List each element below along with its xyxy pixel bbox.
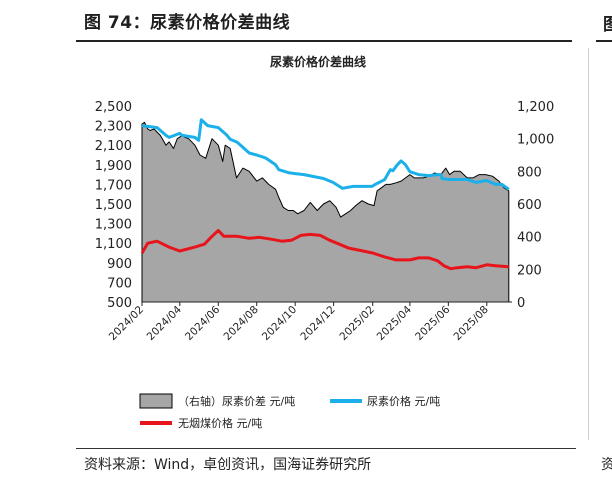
right-axis: 0 200 400 600 800 1,000 1,200: [517, 100, 554, 311]
chart-title: 尿素价格价差曲线: [270, 54, 366, 69]
adjacent-figure-rule: [596, 40, 612, 42]
left-tick-label: 900: [107, 257, 132, 272]
right-tick-label: 400: [517, 231, 542, 246]
right-tick-label: 1,200: [517, 100, 554, 115]
source-rule: [76, 448, 576, 449]
right-tick-label: 0: [517, 296, 525, 311]
right-tick-label: 600: [517, 198, 542, 213]
x-tick-label: 2025/06: [413, 303, 453, 343]
source-note: 资料来源：Wind，卓创资讯，国海证券研究所: [84, 457, 372, 473]
right-tick-label: 800: [517, 165, 542, 180]
x-tick-label: 2024/08: [222, 304, 261, 343]
left-tick-label: 1,500: [95, 198, 132, 213]
title-rule: [76, 40, 572, 42]
right-tick-label: 1,000: [517, 133, 554, 148]
left-tick-label: 1,100: [95, 237, 132, 252]
figure-title: 图 74：尿素价格价差曲线: [84, 13, 291, 33]
legend-label-spread: （右轴）尿素价差 元/吨: [178, 394, 295, 408]
x-tick-label: 2024/04: [145, 303, 185, 343]
left-axis: 500 700 900 1,100 1,300 1,500 1,700 1,900 2,100 2…: [95, 100, 132, 311]
legend-swatch-spread: [139, 393, 173, 409]
legend: （右轴）尿素价差 元/吨 尿素价格 元/吨 无烟煤价格 元/吨: [139, 393, 440, 430]
left-tick-label: 2,500: [95, 100, 132, 115]
x-tick-label: 2024/06: [183, 303, 223, 343]
x-tick-label: 2025/08: [452, 304, 491, 343]
legend-label-anthracite: 无烟煤价格 元/吨: [178, 416, 262, 430]
left-tick-label: 2,300: [95, 120, 132, 135]
urea-price-line: [141, 118, 510, 191]
left-tick-label: 500: [107, 296, 132, 311]
x-tick-label: 2024/10: [260, 304, 299, 343]
spread-area-series: [141, 121, 510, 303]
left-tick-label: 1,900: [95, 159, 132, 174]
left-tick-label: 1,300: [95, 218, 132, 233]
right-tick-label: 200: [517, 263, 542, 278]
legend-label-urea: 尿素价格 元/吨: [367, 394, 440, 408]
adjacent-figure-title-fragment: 图: [603, 15, 612, 32]
left-tick-label: 2,100: [95, 139, 132, 154]
x-tick-label: 2024/12: [298, 304, 337, 343]
left-tick-label: 700: [107, 276, 132, 291]
left-tick-label: 1,700: [95, 178, 132, 193]
column-divider: [588, 48, 589, 440]
adjacent-source-fragment: 资: [601, 457, 612, 472]
anthracite-price-line: [140, 229, 509, 271]
x-tick-label: 2025/04: [375, 303, 415, 343]
x-tick-label: 2025/02: [337, 304, 376, 343]
